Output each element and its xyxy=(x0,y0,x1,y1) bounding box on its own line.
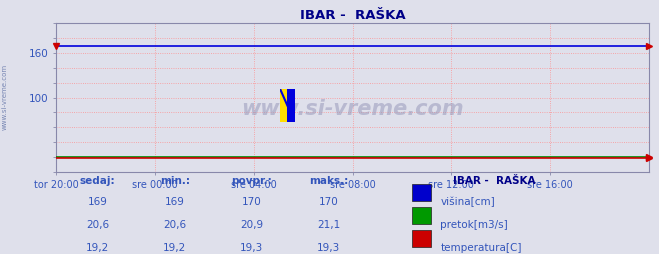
Text: višina[cm]: višina[cm] xyxy=(440,197,495,207)
Text: www.si-vreme.com: www.si-vreme.com xyxy=(1,64,8,130)
Text: 169: 169 xyxy=(88,197,107,207)
Text: 19,2: 19,2 xyxy=(86,243,109,253)
Text: 19,3: 19,3 xyxy=(317,243,341,253)
Text: www.si-vreme.com: www.si-vreme.com xyxy=(241,100,464,119)
Text: pretok[m3/s]: pretok[m3/s] xyxy=(440,220,508,230)
Text: IBAR -  RAŠKA: IBAR - RAŠKA xyxy=(453,176,536,186)
Text: 20,6: 20,6 xyxy=(86,220,109,230)
FancyBboxPatch shape xyxy=(412,230,432,247)
Text: 21,1: 21,1 xyxy=(317,220,341,230)
FancyBboxPatch shape xyxy=(412,208,432,224)
FancyBboxPatch shape xyxy=(412,184,432,201)
Title: IBAR -  RAŠKA: IBAR - RAŠKA xyxy=(300,9,405,22)
Text: min.:: min.: xyxy=(159,176,190,186)
Text: temperatura[C]: temperatura[C] xyxy=(440,243,522,253)
Text: 169: 169 xyxy=(165,197,185,207)
Bar xyxy=(287,89,295,122)
Text: 20,9: 20,9 xyxy=(240,220,264,230)
Text: povpr.:: povpr.: xyxy=(231,176,272,186)
Text: sedaj:: sedaj: xyxy=(80,176,115,186)
Text: 20,6: 20,6 xyxy=(163,220,186,230)
Text: 19,3: 19,3 xyxy=(240,243,264,253)
Text: maks.:: maks.: xyxy=(309,176,349,186)
Text: 19,2: 19,2 xyxy=(163,243,186,253)
Bar xyxy=(280,89,287,122)
Text: 170: 170 xyxy=(319,197,339,207)
Text: 170: 170 xyxy=(242,197,262,207)
